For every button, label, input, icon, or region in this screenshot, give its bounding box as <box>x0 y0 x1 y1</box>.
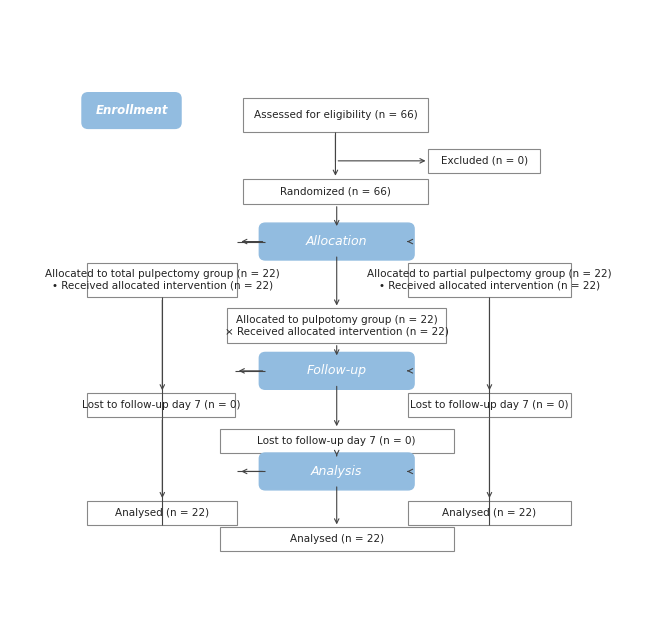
Text: Allocation: Allocation <box>306 235 367 248</box>
Text: Analysis: Analysis <box>311 465 363 478</box>
FancyBboxPatch shape <box>87 393 235 417</box>
FancyBboxPatch shape <box>82 93 181 128</box>
Text: Enrollment: Enrollment <box>95 104 168 117</box>
FancyBboxPatch shape <box>219 429 454 453</box>
FancyBboxPatch shape <box>260 353 414 389</box>
Text: Allocated to total pulpectomy group (n = 22)
• Received allocated intervention (: Allocated to total pulpectomy group (n =… <box>45 269 280 291</box>
Text: Randomized (n = 66): Randomized (n = 66) <box>280 186 391 197</box>
FancyBboxPatch shape <box>87 263 237 297</box>
FancyBboxPatch shape <box>428 149 540 173</box>
FancyBboxPatch shape <box>242 179 428 204</box>
Text: Lost to follow-up day 7 (n = 0): Lost to follow-up day 7 (n = 0) <box>82 400 240 410</box>
FancyBboxPatch shape <box>408 393 571 417</box>
FancyBboxPatch shape <box>87 501 237 525</box>
Text: Allocated to pulpotomy group (n = 22)
⨯ Received allocated intervention (n = 22): Allocated to pulpotomy group (n = 22) ⨯ … <box>225 315 449 337</box>
Text: Assessed for eligibility (n = 66): Assessed for eligibility (n = 66) <box>254 110 417 120</box>
Text: Analysed (n = 22): Analysed (n = 22) <box>442 508 537 518</box>
FancyBboxPatch shape <box>227 309 446 343</box>
Text: Analysed (n = 22): Analysed (n = 22) <box>290 534 384 544</box>
Text: Lost to follow-up day 7 (n = 0): Lost to follow-up day 7 (n = 0) <box>258 436 416 446</box>
FancyBboxPatch shape <box>408 263 571 297</box>
Text: Excluded (n = 0): Excluded (n = 0) <box>441 156 528 166</box>
FancyBboxPatch shape <box>260 453 414 490</box>
FancyBboxPatch shape <box>242 98 428 132</box>
FancyBboxPatch shape <box>219 527 454 551</box>
Text: Follow-up: Follow-up <box>307 364 367 378</box>
Text: Analysed (n = 22): Analysed (n = 22) <box>115 508 210 518</box>
Text: Lost to follow-up day 7 (n = 0): Lost to follow-up day 7 (n = 0) <box>410 400 569 410</box>
FancyBboxPatch shape <box>408 501 571 525</box>
Text: Allocated to partial pulpectomy group (n = 22)
• Received allocated intervention: Allocated to partial pulpectomy group (n… <box>367 269 612 291</box>
FancyBboxPatch shape <box>260 223 414 260</box>
